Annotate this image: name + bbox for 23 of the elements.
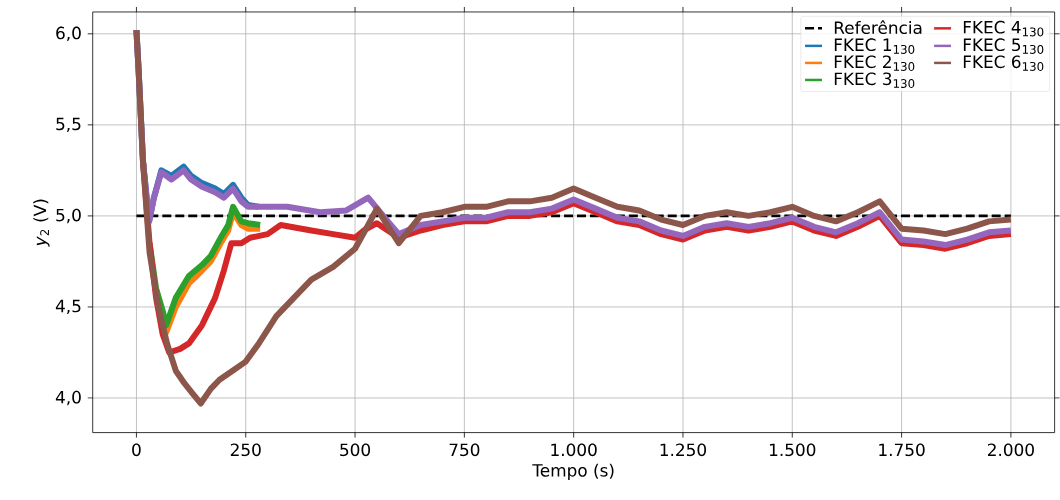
y-tick-label: 5,0 <box>56 208 81 223</box>
legend-label: FKEC 2$_{130}$ <box>834 55 915 71</box>
legend-label: FKEC 3$_{130}$ <box>834 72 915 88</box>
x-tick-label: 250 <box>230 443 261 456</box>
legend-label: FKEC 6$_{130}$ <box>963 55 1044 71</box>
legend-label: FKEC 1$_{130}$ <box>834 38 915 54</box>
x-tick-label: 2.000 <box>987 443 1034 456</box>
legend-label: FKEC 4$_{130}$ <box>963 20 1044 37</box>
x-tick-label: 1.500 <box>769 443 816 456</box>
y-tick-label: 4,0 <box>55 390 81 406</box>
x-tick-label: 1.250 <box>660 443 707 456</box>
y-axis-title: y$_{2}$ (V) <box>33 199 50 247</box>
y-tick-label: 6,0 <box>56 26 81 41</box>
y-tick-label: 4,5 <box>55 299 81 314</box>
x-tick-label: 500 <box>340 443 371 456</box>
x-tick-label: 1.000 <box>551 443 597 456</box>
x-tick-label: 0 <box>132 443 141 456</box>
x-tick-label: 750 <box>449 443 480 456</box>
legend-label: Referência <box>834 20 922 34</box>
x-tick-label: 1.750 <box>879 443 925 456</box>
legend-label: FKEC 5$_{130}$ <box>963 38 1044 54</box>
y-tick-label: 5,5 <box>56 117 81 132</box>
x-axis-title: Tempo (s) <box>532 463 614 480</box>
